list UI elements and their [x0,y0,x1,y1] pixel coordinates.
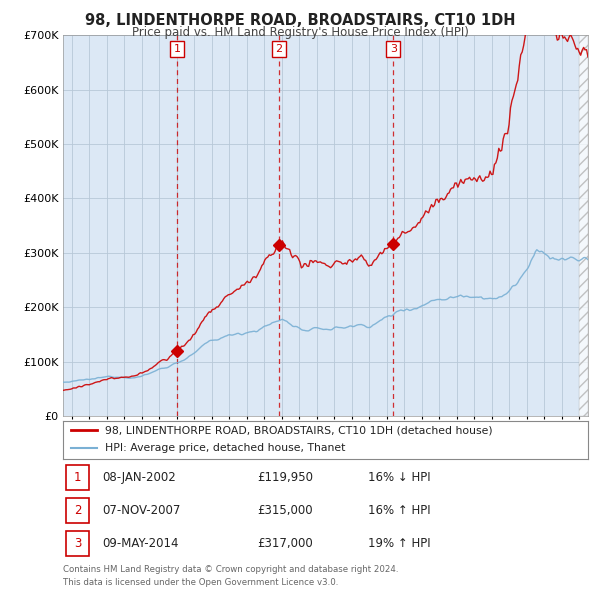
Bar [65,498,89,523]
Bar [65,531,89,556]
Text: 3: 3 [390,44,397,54]
Polygon shape [579,35,588,416]
Text: Contains HM Land Registry data © Crown copyright and database right 2024.: Contains HM Land Registry data © Crown c… [63,565,398,573]
Text: 98, LINDENTHORPE ROAD, BROADSTAIRS, CT10 1DH: 98, LINDENTHORPE ROAD, BROADSTAIRS, CT10… [85,13,515,28]
Bar [65,465,89,490]
Text: 16% ↑ HPI: 16% ↑ HPI [367,504,430,517]
Text: This data is licensed under the Open Government Licence v3.0.: This data is licensed under the Open Gov… [63,578,338,586]
Text: Price paid vs. HM Land Registry's House Price Index (HPI): Price paid vs. HM Land Registry's House … [131,26,469,39]
Text: £315,000: £315,000 [257,504,313,517]
Text: HPI: Average price, detached house, Thanet: HPI: Average price, detached house, Than… [105,443,346,453]
Text: 07-NOV-2007: 07-NOV-2007 [103,504,181,517]
Text: 08-JAN-2002: 08-JAN-2002 [103,471,176,484]
Text: 98, LINDENTHORPE ROAD, BROADSTAIRS, CT10 1DH (detached house): 98, LINDENTHORPE ROAD, BROADSTAIRS, CT10… [105,425,493,435]
Text: £119,950: £119,950 [257,471,313,484]
Text: 2: 2 [74,504,81,517]
Text: £317,000: £317,000 [257,537,313,550]
Text: 1: 1 [74,471,81,484]
Text: 16% ↓ HPI: 16% ↓ HPI [367,471,430,484]
Text: 19% ↑ HPI: 19% ↑ HPI [367,537,430,550]
Text: 2: 2 [275,44,283,54]
Text: 09-MAY-2014: 09-MAY-2014 [103,537,179,550]
Text: 3: 3 [74,537,81,550]
Text: 1: 1 [174,44,181,54]
